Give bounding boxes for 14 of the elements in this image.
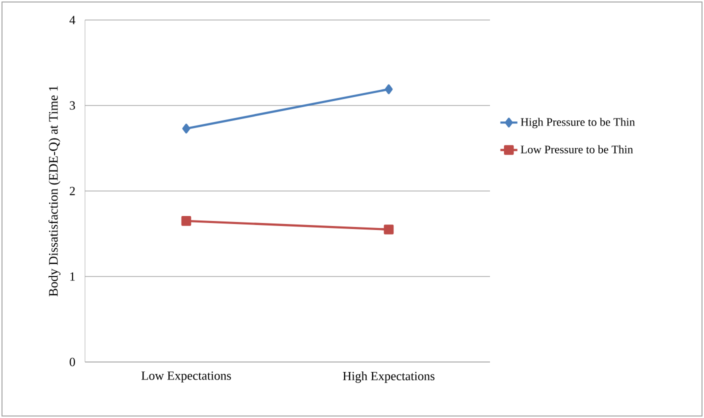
y-tick-label: 1 — [70, 272, 75, 281]
y-tick-label: 4 — [70, 16, 76, 24]
legend-label: Low Pressure to be Thin — [520, 145, 633, 154]
point — [182, 124, 190, 134]
x-tick-label: Low Expectations — [141, 372, 231, 382]
point — [384, 224, 394, 234]
legend-label: High Pressure to be Thin — [520, 118, 635, 128]
y-tick-label: 0 — [70, 358, 76, 366]
y-axis-title: Body Dissatisfaction (EDE-Q) at Time 1 — [48, 86, 60, 296]
y-tick-label: 2 — [70, 186, 75, 196]
y-tick-label: 3 — [70, 101, 75, 110]
x-tick-label: High Expectations — [342, 372, 434, 383]
point — [384, 84, 393, 94]
point — [181, 216, 192, 226]
